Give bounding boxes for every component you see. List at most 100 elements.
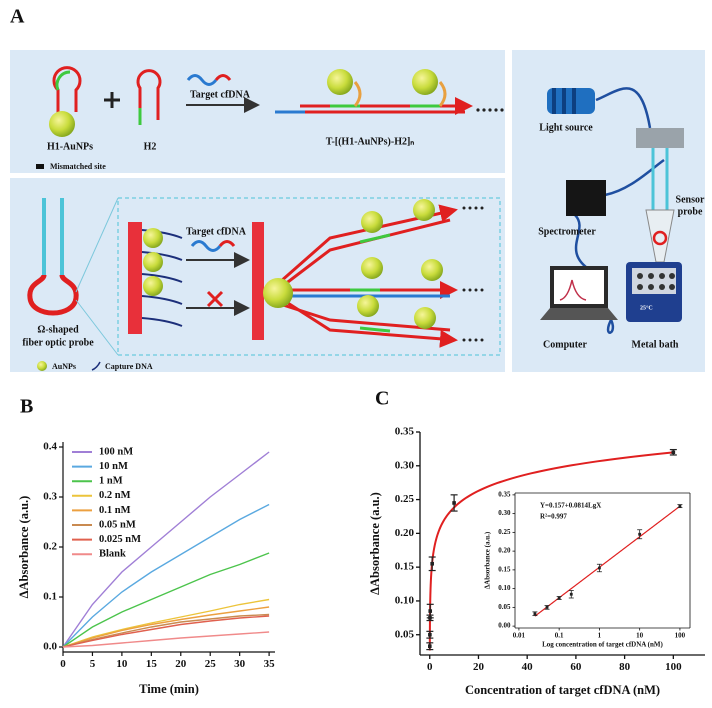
computer-label: Computer bbox=[543, 339, 587, 350]
x-axis-title: Log concentration of target cfDNA (nM) bbox=[542, 641, 663, 649]
y-tick-label: 0.30 bbox=[498, 509, 511, 517]
x-tick-label: 0.1 bbox=[555, 631, 564, 639]
capture-label: Capture DNA bbox=[105, 362, 153, 371]
x-tick-label: 10 bbox=[636, 631, 644, 639]
y-tick-label: 0.35 bbox=[395, 426, 415, 438]
laptop bbox=[540, 266, 618, 320]
y-tick-label: 0.20 bbox=[498, 547, 511, 555]
temperature: 25°C bbox=[640, 304, 653, 311]
target-strand bbox=[214, 74, 232, 81]
x-tick-label: 0 bbox=[60, 658, 66, 670]
series-line bbox=[62, 451, 270, 648]
capture-key bbox=[91, 361, 101, 371]
legend-label: 100 nM bbox=[99, 446, 133, 457]
plus bbox=[104, 92, 120, 108]
legend-label: Blank bbox=[99, 549, 126, 560]
probe-holder bbox=[636, 128, 684, 263]
sensor-label: probe bbox=[678, 206, 703, 217]
data-point bbox=[638, 532, 642, 536]
target-strand bbox=[218, 240, 236, 247]
legend-label: 1 nM bbox=[99, 476, 123, 487]
panel-label: C bbox=[375, 388, 389, 410]
data-point bbox=[671, 450, 676, 455]
series-line bbox=[62, 503, 270, 648]
product-label: T-[(H1-AuNPs)-H2]ₙ bbox=[326, 136, 415, 147]
y-tick-label: 0.3 bbox=[43, 491, 57, 503]
y-tick-label: 0.20 bbox=[395, 527, 415, 539]
zoom-box bbox=[117, 197, 501, 356]
x-tick-label: 20 bbox=[175, 658, 187, 670]
h1-hairpin bbox=[49, 66, 82, 137]
legend-label: 0.05 nM bbox=[99, 519, 136, 530]
cables bbox=[574, 87, 665, 334]
aunp-key bbox=[37, 361, 47, 371]
y-tick-label: 0.15 bbox=[498, 565, 511, 573]
y-axis-title: ΔAbsorbance (a.u.) bbox=[484, 531, 492, 589]
x-tick-label: 25 bbox=[205, 658, 217, 670]
x-tick-label: 15 bbox=[146, 658, 158, 670]
aunp-label: AuNPs bbox=[52, 362, 76, 371]
y-tick-label: 0.10 bbox=[498, 584, 511, 592]
x-tick-label: 100 bbox=[665, 661, 682, 673]
x-tick-label: 60 bbox=[570, 661, 582, 673]
y-tick-label: 0.25 bbox=[395, 493, 415, 505]
legend-label: 0.025 nM bbox=[99, 534, 141, 545]
bath-label: Metal bath bbox=[632, 339, 679, 350]
arrow-label: Target cfDNA bbox=[190, 89, 251, 100]
y-tick-label: 0.0 bbox=[43, 641, 57, 653]
mismatch-key bbox=[36, 164, 44, 169]
data-point bbox=[428, 609, 433, 613]
x-axis-title: Time (min) bbox=[139, 682, 199, 696]
no-target bbox=[206, 290, 224, 308]
data-point bbox=[545, 605, 549, 609]
data-point bbox=[428, 644, 432, 649]
y-tick-label: 0.25 bbox=[498, 528, 511, 536]
y-tick-label: 0.1 bbox=[43, 591, 57, 603]
y-tick-label: 0.2 bbox=[43, 541, 57, 553]
data-point bbox=[678, 504, 682, 508]
data-point bbox=[533, 612, 537, 616]
legend-label: 0.2 nM bbox=[99, 490, 131, 501]
target-strand bbox=[186, 74, 218, 86]
series-line bbox=[62, 606, 270, 648]
y-tick-label: 0.05 bbox=[395, 628, 415, 640]
fit-r2: R²=0.997 bbox=[540, 513, 567, 521]
series-line bbox=[62, 552, 270, 648]
panel-label: A bbox=[10, 6, 25, 28]
x-tick-label: 40 bbox=[522, 661, 534, 673]
amplified-product bbox=[252, 199, 458, 348]
metal-bath bbox=[626, 262, 682, 322]
x-tick-label: 20 bbox=[473, 661, 485, 673]
data-point bbox=[569, 592, 573, 596]
panel-label: B bbox=[20, 396, 33, 418]
series-line bbox=[62, 598, 270, 648]
light-label: Light source bbox=[539, 122, 593, 133]
x-tick-label: 0 bbox=[427, 661, 433, 673]
series-line bbox=[62, 615, 270, 648]
light-source bbox=[547, 88, 595, 114]
x-tick-label: 5 bbox=[90, 658, 96, 670]
y-tick-label: 0.10 bbox=[395, 594, 415, 606]
x-tick-label: 100 bbox=[675, 631, 686, 639]
sensor-label: Sensor bbox=[676, 194, 705, 205]
legend-label: 0.1 nM bbox=[99, 505, 131, 516]
fit-equation: Y=0.157+0.0814LgX bbox=[540, 502, 601, 510]
spectrometer-label: Spectrometer bbox=[538, 226, 596, 237]
y-tick-label: 0.05 bbox=[498, 603, 511, 611]
x-tick-label: 10 bbox=[116, 658, 128, 670]
spectrometer bbox=[566, 180, 606, 216]
arrow-label: Target cfDNA bbox=[186, 226, 247, 237]
y-axis-title: ΔAbsorbance (a.u.) bbox=[17, 496, 31, 599]
x-tick-label: 0.01 bbox=[513, 631, 526, 639]
probe-surface bbox=[128, 222, 183, 334]
series-line bbox=[62, 631, 270, 648]
y-tick-label: 0.00 bbox=[498, 622, 511, 630]
data-point bbox=[557, 596, 561, 600]
y-axis-title: ΔAbsorbance (a.u.) bbox=[368, 492, 382, 595]
x-axis-title: Concentration of target cfDNA (nM) bbox=[465, 683, 660, 697]
mismatch-label: Mismatched site bbox=[50, 162, 106, 171]
ellipsis bbox=[462, 206, 484, 342]
y-tick-label: 0.30 bbox=[395, 459, 415, 471]
ellipsis bbox=[476, 108, 504, 112]
